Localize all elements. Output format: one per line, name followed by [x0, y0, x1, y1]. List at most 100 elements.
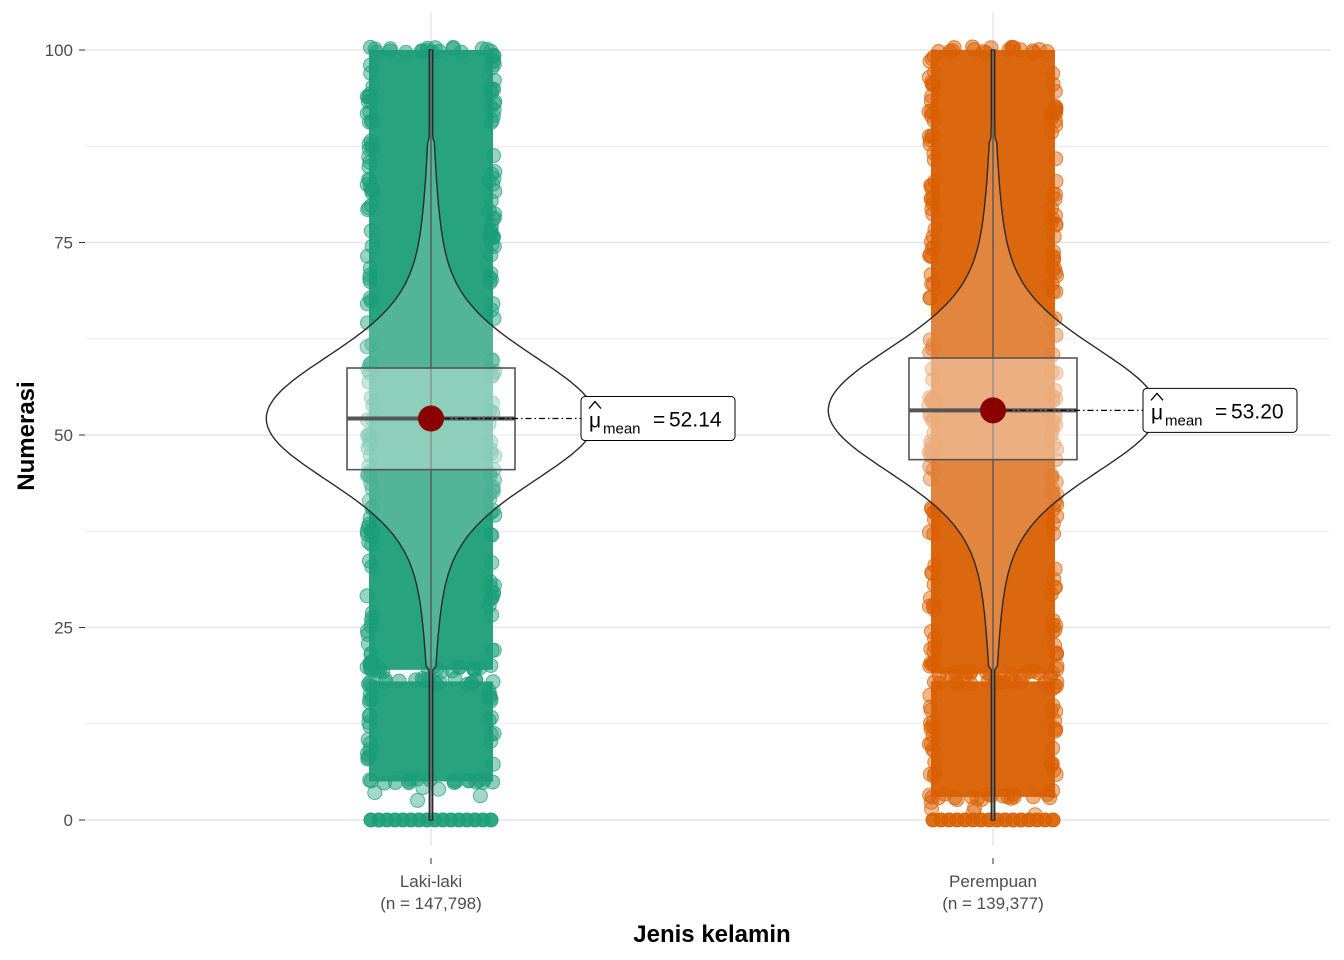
jitter-point — [448, 774, 464, 790]
jitter-point — [481, 598, 497, 614]
jitter-point — [922, 290, 938, 306]
jitter-point — [360, 440, 376, 456]
mean-symbol: μ — [589, 410, 601, 433]
jitter-point — [361, 493, 377, 509]
jitter-point — [409, 771, 425, 787]
jitter-point — [926, 425, 942, 441]
jitter-point — [398, 44, 414, 60]
jitter-point — [923, 641, 939, 657]
jitter-point — [466, 661, 482, 677]
jitter-point — [360, 248, 376, 264]
jitter-point — [922, 248, 938, 264]
y-axis: 0 25 50 75 100 — [45, 41, 85, 830]
jitter-point — [472, 788, 488, 804]
jitter-point — [1045, 262, 1061, 278]
jitter-point — [363, 223, 379, 239]
jitter-point — [1048, 173, 1064, 189]
jitter-point — [415, 780, 431, 796]
mean-equals: = — [1215, 400, 1227, 423]
mean-label-box — [1142, 387, 1298, 433]
jitter-point — [1048, 327, 1064, 343]
jitter-point — [922, 332, 938, 348]
jitter-point — [927, 602, 943, 618]
mean-point — [980, 397, 1006, 424]
jitter-point — [1048, 264, 1064, 280]
jitter-point — [949, 792, 965, 808]
jitter-point — [479, 41, 495, 57]
jitter-point — [923, 103, 939, 119]
jitter-point — [362, 692, 378, 708]
jitter-point — [1045, 618, 1061, 634]
y-tick-label: 0 — [64, 811, 73, 830]
jitter-point — [361, 149, 377, 165]
jitter-point — [485, 674, 501, 690]
jitter-point — [487, 448, 503, 464]
jitter-point — [483, 693, 499, 709]
y-tick-label: 50 — [54, 426, 73, 445]
jitter-point — [1048, 721, 1064, 737]
jitter-point — [486, 148, 502, 164]
jitter-point — [923, 736, 939, 752]
jitter-point — [414, 43, 430, 59]
mean-subscript: mean — [603, 421, 641, 438]
jitter-point — [486, 96, 502, 112]
jitter-point — [923, 442, 939, 458]
jitter-point — [363, 39, 379, 55]
jitter-point — [925, 389, 941, 405]
mean-label: μ mean = 52.14 — [580, 396, 736, 442]
jitter-point — [925, 742, 941, 758]
jitter-point — [362, 172, 378, 188]
jitter-point — [486, 578, 502, 594]
jitter-point — [361, 748, 377, 764]
jitter-point — [927, 221, 943, 237]
jitter-point — [1044, 423, 1060, 439]
jitter-point — [363, 476, 379, 492]
jitter-point — [361, 171, 377, 187]
jitter-point — [363, 57, 379, 73]
mean-equals: = — [653, 409, 665, 432]
jitter-point — [482, 573, 498, 589]
jitter-point — [1048, 101, 1064, 117]
jitter-point — [967, 799, 983, 815]
jitter-point — [922, 471, 938, 487]
jitter-point — [1046, 229, 1062, 245]
jitter-point — [925, 206, 941, 222]
jitter-point — [924, 190, 940, 206]
jitter-point — [486, 238, 502, 254]
jitter-point — [483, 812, 499, 828]
jitter-point — [1048, 766, 1064, 782]
y-tick-label: 100 — [45, 41, 73, 60]
jitter-point — [1027, 807, 1043, 823]
x-tick-count: (n = 147,798) — [380, 894, 482, 913]
jitter-point — [1045, 244, 1061, 260]
jitter-point — [364, 605, 380, 621]
jitter-point — [1026, 45, 1042, 61]
jitter-point — [362, 707, 378, 723]
jitter-point — [370, 659, 386, 675]
jitter-point — [926, 152, 942, 168]
hat-mark — [588, 400, 602, 409]
jitter-point — [1047, 580, 1063, 596]
jitter-point — [364, 481, 380, 497]
jitter-point — [1048, 579, 1064, 595]
jitter-point — [485, 296, 501, 312]
jitter-point — [1045, 389, 1061, 405]
jitter-point — [925, 128, 941, 144]
jitter-point — [363, 523, 379, 539]
jitter-point — [482, 491, 498, 507]
jitter-point — [463, 675, 479, 691]
jitter-point — [359, 588, 375, 604]
jitter-point — [922, 53, 938, 69]
jitter-point — [410, 792, 426, 808]
jitter-point — [1043, 703, 1059, 719]
jitter-point — [484, 642, 500, 658]
x-tick-label: Perempuan — [949, 872, 1037, 891]
jitter-point — [484, 272, 500, 288]
jitter-point — [363, 65, 379, 81]
mean-subscript: mean — [1165, 412, 1203, 429]
jitter-point — [481, 712, 497, 728]
jitter-point — [382, 41, 398, 57]
jitter-point — [1048, 151, 1064, 167]
mean-symbol: μ — [1151, 401, 1163, 424]
jitter-point — [926, 77, 942, 93]
